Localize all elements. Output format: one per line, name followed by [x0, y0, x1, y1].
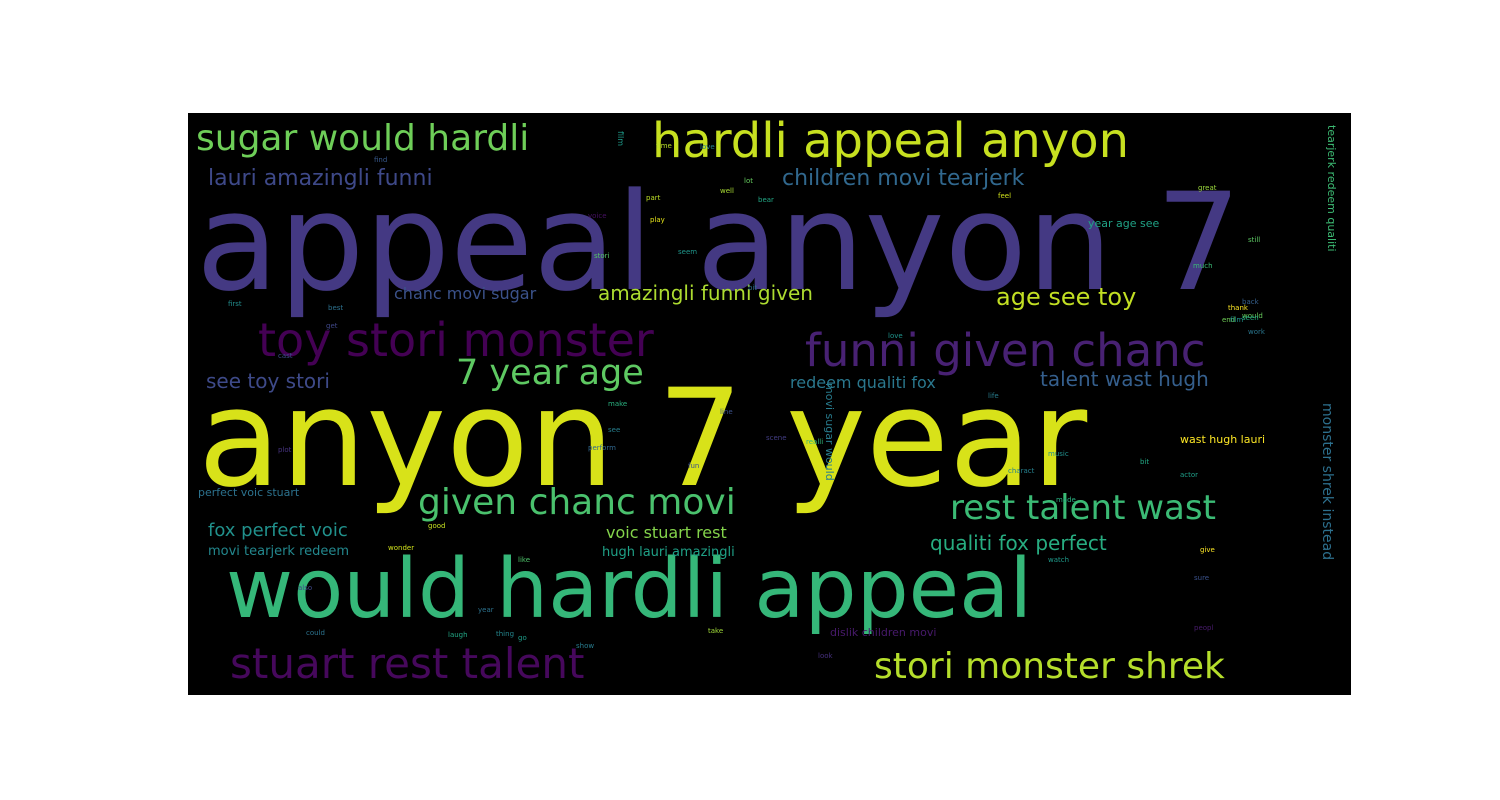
- cloud-word: fun: [688, 462, 700, 470]
- cloud-word: sure: [1194, 574, 1210, 582]
- cloud-word: year: [478, 606, 494, 614]
- cloud-word: time: [656, 142, 672, 150]
- cloud-word: play: [650, 216, 665, 224]
- cloud-word: feel: [998, 192, 1012, 200]
- cloud-word: toy stori monster: [258, 313, 654, 367]
- cloud-word: chanc movi sugar: [394, 284, 537, 303]
- cloud-word: work: [1248, 328, 1265, 336]
- cloud-word: movi tearjerk redeem: [208, 544, 350, 559]
- cloud-word: given chanc movi: [418, 482, 736, 523]
- cloud-word: scene: [766, 434, 787, 442]
- cloud-word: bear: [758, 196, 774, 204]
- cloud-word: actor: [1180, 471, 1199, 479]
- cloud-word: tearjerk redeem qualiti: [1325, 125, 1338, 252]
- cloud-word: hardli appeal anyon: [652, 113, 1130, 169]
- cloud-word: movi sugar would: [823, 383, 836, 481]
- word-cloud: appeal anyon 7 anyon 7 year would hardli a…: [188, 113, 1351, 695]
- cloud-word: perfect voic stuart: [198, 486, 300, 499]
- cloud-word: bit: [748, 284, 758, 292]
- cloud-word: well: [720, 187, 734, 195]
- cloud-word: music: [1048, 450, 1069, 458]
- cloud-word: give: [1200, 546, 1215, 554]
- cloud-word: funni given chanc: [805, 324, 1206, 377]
- cloud-word: thank: [1228, 304, 1248, 312]
- cloud-word: good: [428, 522, 446, 530]
- cloud-word: talent wast hugh: [1040, 367, 1209, 391]
- cloud-word: seem: [678, 248, 698, 256]
- cloud-word: best: [328, 304, 344, 312]
- cloud-word: see toy stori: [206, 369, 330, 393]
- cloud-word: charact: [1008, 467, 1035, 475]
- cloud-word: plot: [278, 446, 292, 454]
- cloud-word: anyon 7 year: [198, 360, 1088, 517]
- cloud-word: cast: [278, 352, 293, 360]
- cloud-word: great: [1198, 184, 1217, 192]
- cloud-word: first: [228, 300, 242, 308]
- cloud-word: much: [1193, 262, 1213, 270]
- cloud-word: would hardli appeal: [226, 542, 1033, 637]
- cloud-word: end: [1222, 316, 1236, 324]
- cloud-word: find: [374, 156, 388, 164]
- cloud-word: stori: [594, 252, 610, 260]
- cloud-word: line: [720, 408, 733, 416]
- cloud-word: get: [326, 322, 338, 330]
- cloud-word: could: [306, 629, 325, 637]
- cloud-word: thing: [496, 630, 515, 638]
- cloud-word: love: [700, 143, 715, 151]
- cloud-word: love: [888, 332, 903, 340]
- cloud-word: qualiti fox perfect: [930, 531, 1107, 555]
- cloud-word: life: [988, 392, 999, 400]
- cloud-word: children movi tearjerk: [782, 166, 1025, 191]
- cloud-word: bit: [1140, 458, 1150, 466]
- cloud-word: film: [1230, 316, 1244, 324]
- cloud-word: rest talent wast: [950, 488, 1216, 528]
- cloud-word: see: [608, 426, 621, 434]
- cloud-word: hugh lauri amazingli: [602, 545, 735, 560]
- cloud-word: seen: [1242, 314, 1259, 322]
- cloud-word: dislik children movi: [830, 626, 937, 639]
- cloud-word: go: [518, 634, 527, 642]
- cloud-word: voic stuart rest: [606, 523, 727, 542]
- cloud-word: lauri amazingli funni: [208, 166, 433, 191]
- cloud-word: sugar would hardli: [196, 118, 530, 159]
- cloud-word: amazingli funni given: [598, 281, 813, 305]
- cloud-word: take: [708, 627, 724, 635]
- cloud-word: watch: [1048, 556, 1070, 564]
- cloud-word: wast hugh lauri: [1180, 433, 1266, 446]
- cloud-word: age see toy: [996, 283, 1137, 311]
- cloud-word: lot: [744, 177, 753, 185]
- cloud-word: appeal anyon 7: [196, 164, 1242, 321]
- cloud-word: show: [576, 642, 595, 650]
- cloud-word: redeem qualiti fox: [790, 373, 936, 392]
- cloud-word: realli: [806, 438, 824, 446]
- cloud-word: back: [1242, 298, 1259, 306]
- cloud-word: like: [518, 556, 531, 564]
- cloud-word: voice: [588, 212, 607, 220]
- cloud-word: made: [1056, 496, 1076, 504]
- cloud-word: fox perfect voic: [208, 520, 348, 541]
- cloud-word: laugh: [448, 631, 468, 639]
- cloud-word: monster shrek instead: [1319, 403, 1335, 561]
- cloud-word: peopl: [1194, 624, 1214, 632]
- cloud-word: make: [608, 400, 628, 408]
- cloud-word: stuart rest talent: [230, 639, 585, 688]
- cloud-word: film: [616, 131, 625, 147]
- cloud-word: would: [1242, 312, 1263, 320]
- cloud-word: wonder: [388, 544, 415, 552]
- cloud-word: also: [298, 584, 313, 592]
- cloud-word: part: [646, 194, 661, 202]
- cloud-word: year age see: [1088, 217, 1160, 230]
- cloud-word: stori monster shrek: [874, 646, 1225, 687]
- cloud-word: 7 year age: [456, 353, 644, 393]
- cloud-word: look: [818, 652, 833, 660]
- cloud-word: perform: [588, 444, 616, 452]
- cloud-word: still: [1248, 236, 1261, 244]
